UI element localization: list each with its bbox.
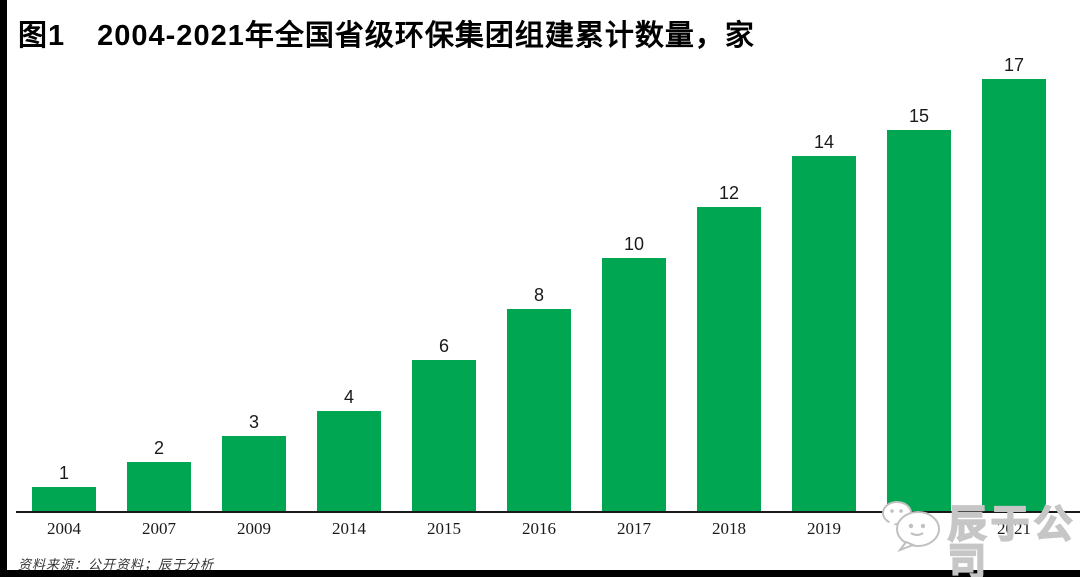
bar-value-label-2014: 4 <box>343 387 354 407</box>
x-axis-label-2016: 2016 <box>522 519 556 538</box>
x-axis-label-2009: 2009 <box>237 519 271 538</box>
figure-number-label: 图1 <box>18 20 66 52</box>
bar-2017 <box>602 258 666 513</box>
bar-2014 <box>317 411 381 513</box>
bar-2016 <box>507 309 571 513</box>
source-note: 资料来源：公开资料；辰于分析 <box>18 557 215 572</box>
bar-2020 <box>887 130 951 513</box>
bar-value-label-2020: 15 <box>908 106 930 126</box>
x-axis-label-2021: 2021 <box>997 519 1031 538</box>
x-axis-label-2014: 2014 <box>332 519 366 538</box>
bar-2004 <box>32 487 96 513</box>
x-axis-label-2007: 2007 <box>142 519 176 538</box>
chart-title: 2004-2021年全国省级环保集团组建累计数量，家 <box>97 20 755 52</box>
left-border-strip <box>0 0 7 577</box>
bar-value-label-2017: 10 <box>623 234 645 254</box>
x-axis-label-2020: 2020 <box>902 519 936 538</box>
bar-value-label-2015: 6 <box>438 336 449 356</box>
bar-2007 <box>127 462 191 513</box>
bar-2021 <box>982 79 1046 513</box>
bar-value-label-2009: 3 <box>248 412 259 432</box>
x-axis-label-2015: 2015 <box>427 519 461 538</box>
bar-value-label-2016: 8 <box>533 285 544 305</box>
bar-value-label-2019: 14 <box>813 132 835 152</box>
bar-value-label-2018: 12 <box>718 183 740 203</box>
bar-2009 <box>222 436 286 513</box>
x-axis-label-2018: 2018 <box>712 519 746 538</box>
bar-2015 <box>412 360 476 513</box>
bar-value-label-2021: 17 <box>1003 55 1025 75</box>
bar-value-label-2004: 1 <box>58 463 69 483</box>
bar-value-label-2007: 2 <box>153 438 164 458</box>
bar-2019 <box>792 156 856 513</box>
x-axis-label-2004: 2004 <box>47 519 81 538</box>
x-axis-line <box>16 511 1080 513</box>
x-axis-label-2017: 2017 <box>617 519 651 538</box>
figure-title-row: 图1 2004-2021年全国省级环保集团组建累计数量，家 <box>18 12 755 52</box>
bar-2018 <box>697 207 761 513</box>
x-axis-label-2019: 2019 <box>807 519 841 538</box>
bottom-border-strip <box>0 570 1080 577</box>
